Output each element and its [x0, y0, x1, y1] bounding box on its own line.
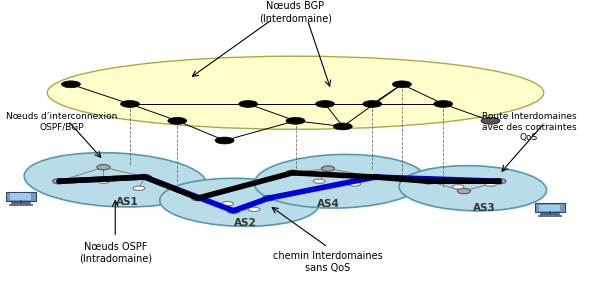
Ellipse shape	[97, 165, 110, 170]
Ellipse shape	[349, 182, 361, 186]
Ellipse shape	[227, 208, 240, 213]
Ellipse shape	[316, 101, 335, 107]
Ellipse shape	[24, 153, 206, 207]
Ellipse shape	[262, 196, 275, 201]
Text: AS1: AS1	[116, 197, 138, 207]
Ellipse shape	[399, 166, 547, 211]
Ellipse shape	[322, 166, 335, 171]
Ellipse shape	[333, 123, 352, 130]
Ellipse shape	[215, 137, 234, 144]
Text: Nœuds BGP
(Interdomaine): Nœuds BGP (Interdomaine)	[259, 1, 332, 23]
Ellipse shape	[121, 101, 139, 107]
Ellipse shape	[434, 101, 453, 107]
Ellipse shape	[222, 201, 233, 206]
Ellipse shape	[452, 185, 464, 189]
Ellipse shape	[248, 207, 260, 212]
Ellipse shape	[254, 155, 426, 208]
FancyBboxPatch shape	[6, 192, 35, 201]
Text: Nœuds d’interconnexion
OSPF/BGP: Nœuds d’interconnexion OSPF/BGP	[6, 112, 117, 132]
FancyBboxPatch shape	[538, 215, 561, 216]
FancyBboxPatch shape	[539, 205, 560, 211]
Ellipse shape	[363, 101, 382, 107]
FancyBboxPatch shape	[535, 203, 564, 212]
Ellipse shape	[191, 196, 204, 201]
Ellipse shape	[457, 189, 470, 194]
Text: AS2: AS2	[234, 218, 256, 228]
Ellipse shape	[286, 170, 299, 175]
Ellipse shape	[239, 101, 258, 107]
Text: chemin Interdomaines
sans QoS: chemin Interdomaines sans QoS	[273, 251, 383, 273]
Ellipse shape	[47, 56, 544, 129]
Text: AS3: AS3	[473, 203, 496, 213]
Ellipse shape	[493, 179, 506, 184]
Ellipse shape	[160, 178, 319, 226]
Ellipse shape	[313, 179, 325, 183]
Ellipse shape	[286, 117, 305, 124]
Ellipse shape	[422, 179, 435, 184]
Ellipse shape	[485, 182, 496, 186]
Ellipse shape	[369, 175, 382, 180]
Text: AS4: AS4	[317, 199, 339, 209]
Ellipse shape	[138, 175, 151, 180]
Ellipse shape	[168, 117, 187, 124]
Ellipse shape	[392, 81, 411, 88]
Text: Nœuds OSPF
(Intradomaine): Nœuds OSPF (Intradomaine)	[79, 242, 152, 263]
FancyBboxPatch shape	[9, 204, 33, 205]
FancyBboxPatch shape	[10, 193, 31, 200]
Ellipse shape	[133, 186, 145, 191]
Ellipse shape	[53, 179, 66, 184]
Ellipse shape	[61, 81, 80, 88]
Ellipse shape	[98, 179, 109, 183]
Text: Route Interdomaines
avec des contraintes
QoS: Route Interdomaines avec des contraintes…	[482, 112, 576, 142]
Ellipse shape	[481, 117, 500, 124]
